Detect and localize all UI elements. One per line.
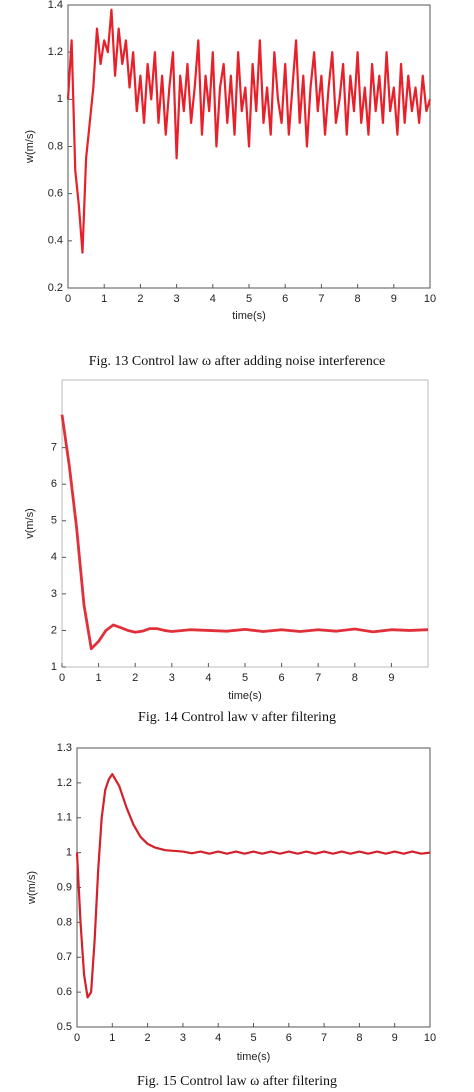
x-tick-label: 0 (59, 672, 65, 684)
plot-frame (61, 379, 429, 668)
figure-caption: Fig. 13 Control law ω after adding noise… (89, 354, 386, 369)
y-tick-label: 0.8 (48, 140, 63, 152)
y-tick-label: 0.5 (57, 1021, 72, 1033)
x-tick-label: 5 (250, 1032, 256, 1044)
x-tick-label: 10 (424, 1032, 436, 1044)
x-tick-label: 9 (391, 293, 397, 305)
x-tick-label: 5 (246, 293, 252, 305)
x-tick-label: 6 (286, 1032, 292, 1044)
y-tick-label: 7 (51, 442, 57, 454)
data-line (66, 8, 432, 254)
y-tick-label: 1.1 (57, 812, 72, 824)
figure-caption: Fig. 15 Control law ω after filtering (137, 1074, 337, 1089)
y-tick-label: 1 (66, 847, 72, 859)
x-tick-label: 8 (355, 293, 361, 305)
x-tick-label: 3 (180, 1032, 186, 1044)
y-tick-label: 0.6 (48, 188, 63, 200)
y-tick-label: 0.6 (57, 986, 72, 998)
y-tick-label: 2 (51, 624, 57, 636)
x-tick-label: 3 (174, 293, 180, 305)
figure-caption: Fig. 14 Control law v after filtering (138, 710, 336, 725)
x-tick-label: 4 (205, 672, 211, 684)
x-tick-label: 4 (210, 293, 216, 305)
y-tick-label: 5 (51, 515, 57, 527)
y-tick-label: 0.7 (57, 951, 72, 963)
plot-frame (76, 747, 431, 1028)
x-tick-label: 10 (424, 293, 436, 305)
x-axis-label: time(s) (228, 690, 262, 702)
y-tick-label: 1.2 (48, 46, 63, 58)
y-tick-label: 1.4 (48, 0, 63, 11)
y-tick-label: 0.2 (48, 282, 63, 294)
x-tick-label: 8 (356, 1032, 362, 1044)
x-tick-label: 9 (388, 672, 394, 684)
y-tick-label: 1 (57, 93, 63, 105)
y-tick-label: 1 (51, 661, 57, 673)
x-tick-label: 7 (315, 672, 321, 684)
x-tick-label: 0 (74, 1032, 80, 1044)
y-tick-label: 1.3 (57, 742, 72, 754)
x-tick-label: 7 (318, 293, 324, 305)
x-tick-label: 2 (145, 1032, 151, 1044)
x-tick-label: 6 (279, 672, 285, 684)
x-tick-label: 2 (137, 293, 143, 305)
x-tick-label: 1 (96, 672, 102, 684)
y-axis-label: v(m/s) (24, 508, 36, 539)
x-tick-label: 9 (392, 1032, 398, 1044)
x-tick-label: 2 (132, 672, 138, 684)
x-axis-label: time(s) (237, 1051, 271, 1063)
y-tick-label: 6 (51, 478, 57, 490)
y-tick-label: 0.4 (48, 235, 63, 247)
y-tick-label: 3 (51, 588, 57, 600)
y-tick-label: 0.8 (57, 916, 72, 928)
x-tick-label: 6 (282, 293, 288, 305)
y-tick-label: 4 (51, 551, 57, 563)
x-tick-label: 0 (65, 293, 71, 305)
y-axis-label: w(m/s) (24, 130, 36, 164)
x-axis-label: time(s) (232, 310, 266, 322)
x-tick-label: 4 (215, 1032, 221, 1044)
y-axis-label: w(m/s) (26, 871, 38, 905)
x-tick-label: 8 (352, 672, 358, 684)
x-tick-label: 1 (101, 293, 107, 305)
x-tick-label: 1 (109, 1032, 115, 1044)
y-tick-label: 1.2 (57, 777, 72, 789)
x-tick-label: 5 (242, 672, 248, 684)
data-line (75, 773, 431, 999)
y-tick-label: 0.9 (57, 881, 72, 893)
x-tick-label: 3 (169, 672, 175, 684)
x-tick-label: 7 (321, 1032, 327, 1044)
data-line (60, 414, 429, 651)
